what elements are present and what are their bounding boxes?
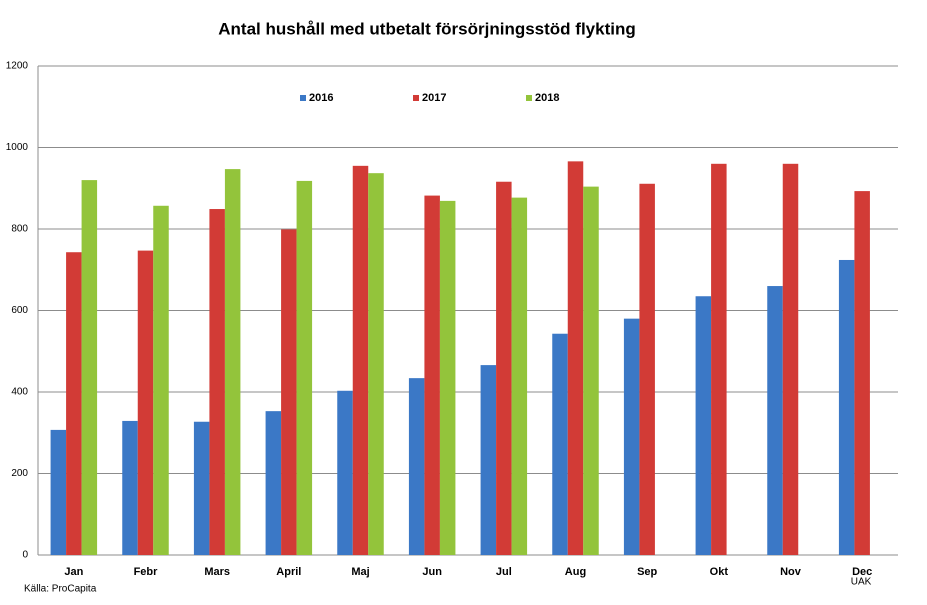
legend-swatch (413, 95, 419, 101)
bar (838, 259, 855, 555)
x-tick-label: Nov (780, 566, 802, 578)
x-tick-label: Mars (204, 566, 230, 578)
bar (782, 163, 799, 556)
legend-label: 2018 (535, 92, 559, 104)
bar (567, 161, 584, 556)
x-tick-label: Dec (852, 566, 872, 578)
bar (137, 250, 154, 555)
bar (439, 200, 456, 555)
legend-swatch (526, 95, 532, 101)
note: UAK (851, 577, 872, 588)
bar (583, 186, 599, 555)
bar (854, 191, 870, 556)
x-tick-label: Maj (351, 566, 369, 578)
x-tick-label: Febr (134, 566, 159, 578)
x-tick-label: April (276, 566, 301, 578)
bar (122, 420, 138, 555)
bar (480, 365, 497, 555)
bar (623, 318, 640, 555)
bar (193, 421, 210, 555)
bar (408, 378, 425, 555)
bar (711, 163, 727, 556)
bar (209, 209, 225, 555)
bar (368, 173, 384, 556)
x-tick-label: Okt (710, 566, 729, 578)
bar (265, 411, 282, 555)
bar (50, 429, 67, 555)
bar (281, 229, 297, 555)
y-tick-label: 800 (11, 224, 28, 235)
legend-label: 2016 (309, 92, 333, 104)
legend-label: 2017 (422, 92, 446, 104)
x-tick-label: Sep (637, 566, 657, 578)
y-tick-label: 200 (11, 468, 28, 479)
y-tick-label: 400 (11, 387, 28, 398)
y-tick-label: 600 (11, 305, 28, 316)
bar (153, 205, 169, 555)
bar (296, 180, 313, 556)
x-tick-label: Aug (565, 566, 586, 578)
bar (66, 252, 82, 556)
bar (352, 165, 369, 555)
bar (81, 180, 98, 555)
y-tick-label: 0 (22, 550, 28, 561)
bar (496, 181, 512, 556)
bar (639, 183, 655, 555)
y-tick-label: 1000 (6, 142, 29, 153)
y-tick-label: 1200 (6, 61, 29, 72)
x-tick-label: Jul (496, 566, 512, 578)
chart-title: Antal hushåll med utbetalt försörjningss… (218, 19, 635, 38)
legend-swatch (300, 95, 306, 101)
bar (337, 390, 353, 555)
bar (552, 333, 568, 555)
bar (424, 195, 440, 555)
bar (767, 286, 783, 555)
bar (224, 169, 241, 555)
x-tick-label: Jun (422, 566, 442, 578)
bar (695, 296, 712, 555)
source: Källa: ProCapita (24, 584, 97, 595)
x-tick-label: Jan (64, 566, 83, 578)
bar (511, 197, 528, 555)
